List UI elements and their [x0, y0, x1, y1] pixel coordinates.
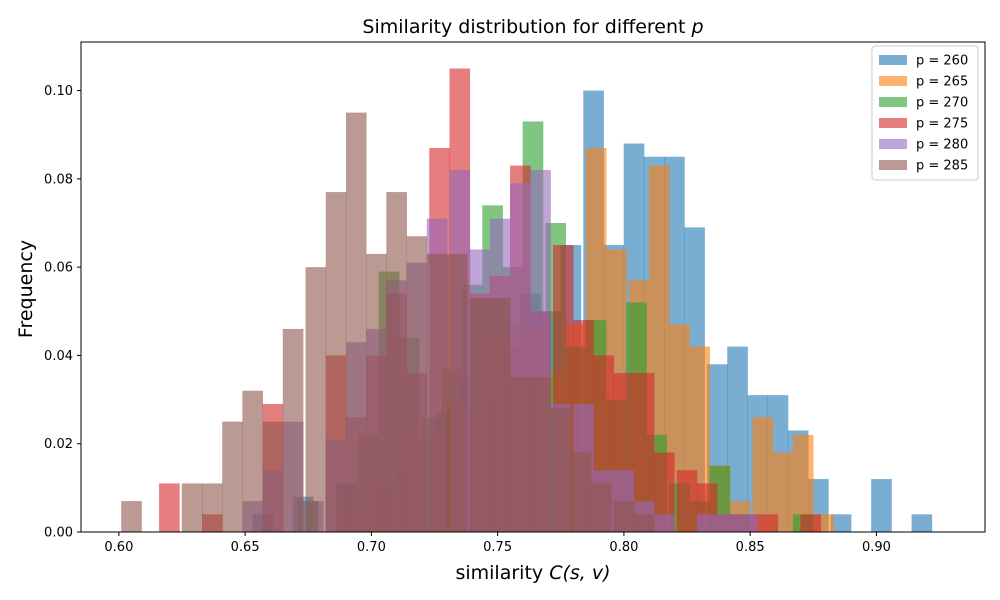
bar-series-5: [222, 421, 243, 532]
bar-series-3: [800, 514, 822, 532]
legend-swatch: [879, 118, 907, 128]
bar-series-5: [550, 408, 572, 532]
bars-layer: [121, 68, 933, 533]
legend: p = 260 p = 265 p = 270 p = 275 p = 280 p = 2…: [871, 45, 979, 181]
y-tick-label: 0.04: [44, 349, 73, 364]
bar-series-4: [737, 514, 758, 532]
bar-series-5: [386, 192, 407, 532]
legend-label: p = 270: [916, 96, 968, 111]
bar-series-5: [613, 501, 635, 532]
bar-series-0: [911, 514, 933, 532]
x-tick-label: 0.65: [231, 540, 260, 555]
bar-series-3: [159, 483, 180, 532]
y-tick-label: 0.10: [44, 84, 73, 99]
bar-series-3: [654, 452, 675, 532]
legend-swatch: [879, 139, 907, 149]
legend-label: p = 260: [916, 54, 968, 69]
x-tick-label: 0.90: [862, 540, 891, 555]
bar-series-5: [366, 253, 387, 532]
bar-series-5: [325, 192, 347, 532]
bar-series-5: [469, 298, 491, 532]
legend-label: p = 265: [916, 75, 968, 90]
y-tick-label: 0.08: [44, 172, 73, 187]
bar-series-3: [757, 514, 779, 532]
legend-swatch: [879, 97, 907, 107]
y-tick-label: 0.02: [44, 437, 73, 452]
legend-label: p = 275: [916, 117, 968, 132]
bar-series-5: [446, 253, 468, 532]
bar-series-1: [772, 452, 794, 532]
bar-series-5: [181, 483, 203, 532]
bar-series-5: [426, 253, 448, 532]
bar-series-5: [121, 501, 142, 532]
bar-series-5: [406, 236, 428, 533]
bar-series-5: [202, 483, 223, 532]
bar-series-5: [242, 390, 264, 532]
bar-series-5: [570, 452, 592, 532]
bar-series-5: [262, 421, 284, 532]
bar-series-1: [752, 417, 774, 532]
chart-title: Similarity distribution for different p: [362, 16, 703, 38]
bar-series-4: [696, 514, 718, 532]
bar-series-5: [633, 514, 655, 532]
x-axis-title: similarity C(s, v): [455, 562, 610, 584]
bar-series-5: [510, 377, 531, 532]
bar-series-1: [792, 434, 814, 532]
bar-series-0: [871, 479, 892, 532]
bar-series-5: [489, 298, 511, 532]
legend-swatch: [879, 55, 907, 65]
bar-series-5: [282, 328, 304, 532]
legend-swatch: [879, 160, 907, 170]
y-tick-label: 0.00: [44, 526, 73, 541]
y-tick-label: 0.06: [44, 261, 73, 276]
x-tick-label: 0.70: [357, 540, 386, 555]
bar-series-5: [530, 377, 551, 532]
bar-series-0: [830, 514, 852, 532]
ticks-layer: 0.60 0.65 0.70 0.75 0.80 0.85 0.90 0.00 0.02 0.04…: [44, 84, 891, 555]
plot-frame: [80, 41, 986, 533]
legend-label: p = 285: [916, 159, 968, 174]
bar-series-5: [590, 483, 612, 532]
x-tick-label: 0.60: [104, 540, 133, 555]
legend-swatch: [879, 76, 907, 86]
bar-series-4: [717, 514, 738, 532]
bar-series-4: [654, 514, 675, 532]
x-tick-label: 0.75: [483, 540, 512, 555]
bar-series-0: [727, 346, 748, 532]
bar-series-3: [633, 373, 655, 532]
x-tick-label: 0.80: [609, 540, 638, 555]
bar-series-5: [345, 112, 367, 532]
bar-series-5: [305, 267, 327, 532]
x-tick-label: 0.85: [736, 540, 765, 555]
y-axis-title: Frequency: [15, 240, 37, 338]
bar-series-3: [676, 470, 698, 532]
legend-label: p = 280: [916, 138, 968, 153]
